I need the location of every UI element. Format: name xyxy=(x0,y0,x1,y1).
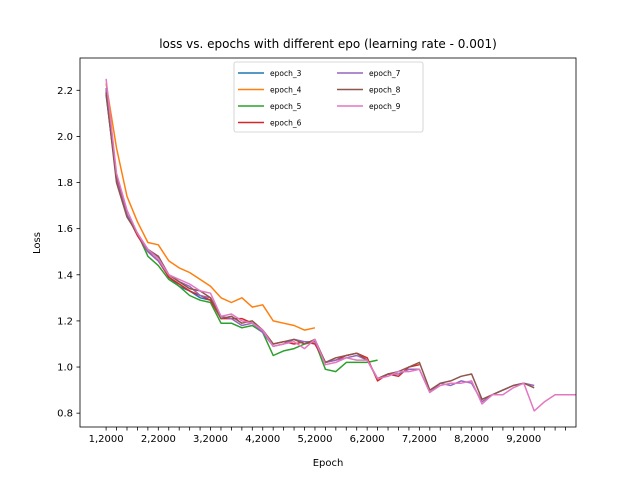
chart-title: loss vs. epochs with different epo (lear… xyxy=(159,37,497,51)
y-tick-label: 1.4 xyxy=(57,270,73,281)
x-tick-label: 3,2000 xyxy=(193,434,228,445)
legend-label-epoch-5: epoch_5 xyxy=(270,102,302,111)
x-tick-label: 7,2000 xyxy=(402,434,437,445)
y-tick-label: 1.2 xyxy=(57,316,73,327)
legend-label-epoch-6: epoch_6 xyxy=(270,119,302,128)
series-line-epoch-9 xyxy=(105,78,576,412)
x-tick-label: 2,2000 xyxy=(141,434,176,445)
y-tick-label: 1.8 xyxy=(57,178,73,189)
x-tick-label: 9,2000 xyxy=(506,434,541,445)
y-tick-label: 2.2 xyxy=(57,86,73,97)
legend-label-epoch-8: epoch_8 xyxy=(369,86,401,95)
series-layer xyxy=(105,78,576,412)
legend-label-epoch-7: epoch_7 xyxy=(369,69,401,78)
legend-label-epoch-9: epoch_9 xyxy=(369,102,401,111)
y-axis-label: Loss xyxy=(32,232,43,254)
x-tick-label: 1,2000 xyxy=(89,434,124,445)
x-axis-label: Epoch xyxy=(313,458,344,469)
y-tick-label: 2.0 xyxy=(57,132,73,143)
legend-label-epoch-3: epoch_3 xyxy=(270,69,302,78)
legend: epoch_3 epoch_4 epoch_5 epoch_6 epoch_7epoch… xyxy=(233,61,424,133)
plot-area-frame xyxy=(79,57,577,428)
x-tick-label: 6,2000 xyxy=(350,434,385,445)
x-tick-label: 8,2000 xyxy=(454,434,489,445)
legend-frame xyxy=(233,61,424,133)
series-line-epoch-4 xyxy=(105,83,316,331)
legend-label-epoch-4: epoch_4 xyxy=(270,86,302,95)
x-tick-label: 4,2000 xyxy=(245,434,280,445)
series-line-epoch-5 xyxy=(105,90,378,373)
tick-layer: 1,2000 2,2000 3,2000 4,2000 5,2000 6,2000 7,20… xyxy=(57,86,566,445)
y-tick-label: 1.6 xyxy=(57,224,73,235)
y-tick-label: 1.0 xyxy=(57,363,73,374)
y-tick-label: 0.8 xyxy=(57,409,73,420)
x-tick-label: 5,2000 xyxy=(297,434,332,445)
